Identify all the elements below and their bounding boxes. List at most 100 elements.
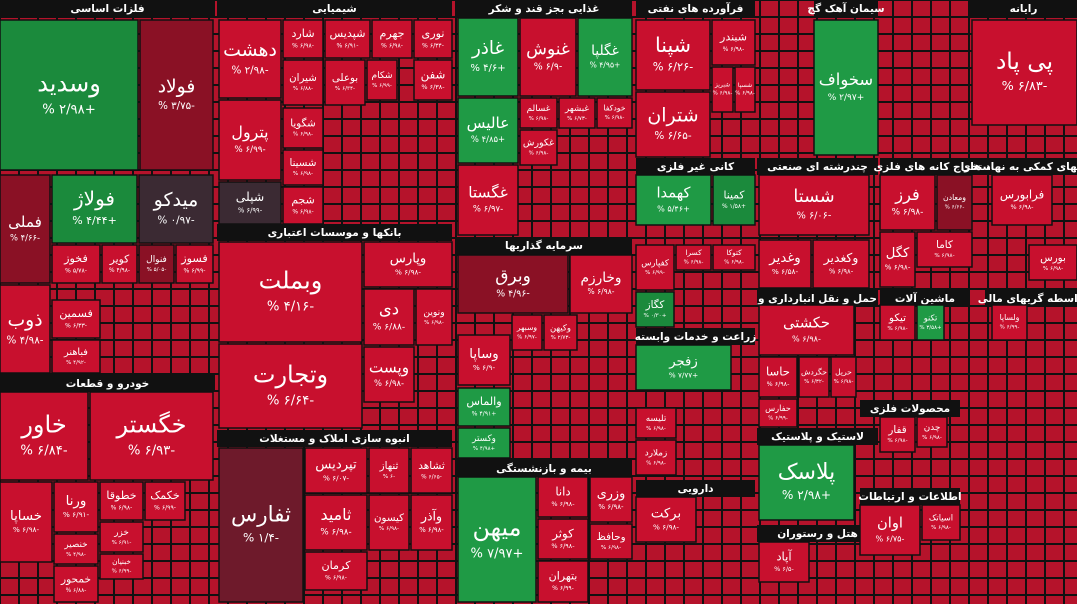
sector-header [860, 488, 960, 505]
stock-symbol: کوثر [551, 526, 574, 541]
stock-change: -۶/۹۹ % [154, 505, 176, 512]
stock-tile [1028, 244, 1077, 281]
stock-symbol: اوان [877, 515, 903, 532]
stock-change: -۶/۹۸ % [601, 545, 621, 551]
stock-tile [282, 149, 324, 186]
stock-symbol: پترول [231, 123, 268, 143]
stock-symbol: وخارزم [581, 270, 622, 286]
stock-symbol: ثفارس [231, 503, 291, 528]
stock-change: +۷/۷۷ % [669, 370, 698, 379]
stock-change: -۶/۹۸ % [325, 575, 347, 582]
stock-symbol: غکورش [523, 138, 554, 149]
stock-tile [282, 59, 324, 106]
stock-symbol: حریل [835, 368, 852, 377]
stock-symbol: کسرا [685, 248, 702, 257]
stock-tile [457, 17, 519, 97]
stock-tile [144, 481, 186, 521]
sector-title: ماشین آلات [895, 292, 955, 305]
sector-header [636, 480, 755, 497]
stock-change: -۶/۹۸ % [931, 525, 951, 531]
stock-symbol: شپدیس [330, 27, 366, 41]
stock-tile [138, 244, 175, 284]
stock-tile [830, 356, 857, 398]
stock-tile [218, 343, 363, 429]
stock-tile [0, 284, 51, 374]
stock-symbol: وبملت [259, 266, 323, 294]
stock-tile [798, 356, 830, 398]
stock-symbol: والماس [466, 395, 501, 408]
sector-title: استخراج کانه های فلزی [874, 161, 997, 173]
sector-title: واسطه گریهای مالی [978, 292, 1077, 305]
stock-symbol: شارد [291, 27, 314, 40]
stock-symbol: فنوال [146, 255, 167, 265]
stock-tile [569, 254, 633, 314]
stock-change: -۶/۹۸ % [381, 43, 403, 50]
stock-tile [0, 391, 89, 481]
stock-symbol: غاذر [471, 38, 505, 59]
stock-change: -۶/۹۷ % [517, 335, 537, 341]
stock-symbol: وغدیر [768, 251, 800, 266]
stock-tile [410, 447, 453, 494]
stock-tile [368, 447, 410, 494]
stock-change: -۴/۹۲ % [66, 360, 86, 366]
stock-tile [304, 447, 368, 494]
stock-tile [921, 504, 961, 541]
stock-tile [0, 481, 53, 563]
stock-change: -۶/۹۸ % [111, 505, 133, 512]
stock-symbol: وکغدیر [823, 251, 859, 266]
stock-symbol: تلیسه [646, 414, 667, 424]
stock-change: +۷/۹۷ % [471, 546, 524, 561]
stock-symbol: ثشاهد [418, 460, 445, 472]
stock-change: -۶/۹۹ % [645, 270, 665, 276]
stock-symbol: فولاژ [73, 187, 115, 211]
stock-symbol: کهمدا [656, 185, 690, 202]
stock-symbol: وسبهر [516, 323, 538, 332]
stock-symbol: حگردش [801, 368, 827, 377]
stock-tile [89, 391, 214, 481]
sector-title: زراعت و خدمات وابسته [635, 331, 757, 343]
stock-tile [371, 19, 413, 59]
stock-change: -۴/۹۸ % [109, 268, 130, 274]
stock-change: -۶/۹۷ % [473, 204, 503, 214]
stock-symbol: کفپارس [641, 258, 669, 268]
sector-title: انبوه سازی املاک و مستغلات [259, 433, 409, 445]
sector-header [757, 525, 878, 542]
stock-tile [53, 481, 99, 533]
sector-title: سرمایه گذاریها [505, 239, 583, 252]
sector-title: بانکها و موسسات اعتباری [268, 227, 402, 239]
stock-change: -۶/۹۸ % [646, 460, 666, 466]
stock-symbol: وسدید [37, 69, 101, 97]
stock-tile [589, 523, 633, 560]
stock-change: -۶/۷۵ % [876, 533, 905, 543]
stock-symbol: خساپا [10, 509, 42, 524]
stock-symbol: وتجارت [253, 360, 328, 388]
stock-change: -۶/۹۸ % [1043, 266, 1063, 272]
stock-symbol: بوعلی [332, 72, 358, 84]
stock-tile [363, 346, 415, 403]
stock-symbol: خاور [20, 410, 66, 438]
stock-change: -۶/۲۶ % [653, 59, 694, 73]
stock-change: -۶/۳۴ % [422, 43, 444, 50]
stock-change: -۶/۹۸ % [934, 253, 954, 259]
stock-change: -۴/۹۶ % [496, 289, 530, 300]
stock-change: -۶/۹۸ % [529, 151, 549, 157]
stock-tile [368, 494, 410, 551]
stock-tile [53, 565, 99, 603]
stock-symbol: فولاد [158, 76, 196, 97]
stock-change: -۶/۹۸ % [292, 209, 313, 216]
stock-symbol: شبندر [719, 31, 747, 44]
stock-change: -۶/۷۳ % [567, 116, 587, 122]
stock-change: -۶/۹۹ % [768, 415, 788, 421]
stock-symbol: خطوقا [106, 489, 136, 502]
stock-tile [635, 91, 711, 158]
stock-change: -۶/۹۸ % [646, 426, 666, 432]
sector-header [757, 290, 878, 307]
stock-change: -۶/۹۹ % [234, 145, 265, 155]
stock-change: -۶/۹۸ % [767, 380, 790, 388]
stock-symbol: کویر [109, 252, 130, 265]
stock-change: +۴/۹۱ % [472, 411, 497, 418]
stock-change: +۳/۵۸ % [919, 325, 942, 331]
stock-tile [971, 19, 1077, 126]
stock-tile [758, 398, 798, 428]
